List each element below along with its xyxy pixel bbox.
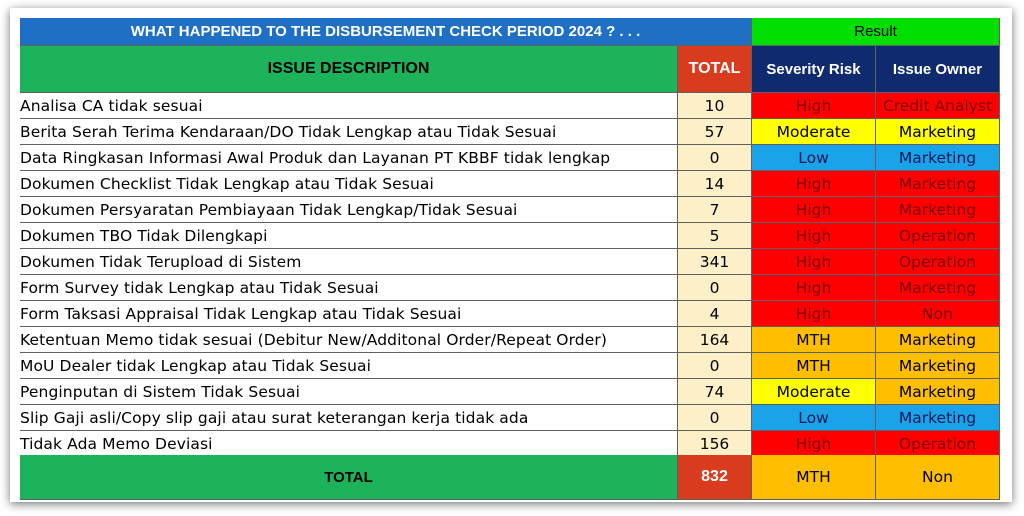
issue-total: 0 [678, 275, 752, 301]
severity-risk: Low [752, 145, 876, 171]
total-row: TOTAL 832 MTH Non [20, 455, 1010, 500]
severity-risk: Moderate [752, 379, 876, 405]
issue-description: Penginputan di Sistem Tidak Sesuai [20, 379, 678, 405]
issue-description: Dokumen Persyaratan Pembiayaan Tidak Len… [20, 197, 678, 223]
issue-description: Form Survey tidak Lengkap atau Tidak Ses… [20, 275, 678, 301]
severity-risk: High [752, 223, 876, 249]
severity-risk: Moderate [752, 119, 876, 145]
severity-risk: MTH [752, 353, 876, 379]
issue-owner: Non [876, 301, 1000, 327]
issue-description-header: ISSUE DESCRIPTION [20, 46, 678, 93]
severity-risk: High [752, 301, 876, 327]
severity-risk: High [752, 93, 876, 119]
issue-description: Slip Gaji asli/Copy slip gaji atau surat… [20, 405, 678, 431]
table-row: Dokumen Tidak Terupload di Sistem 341 High… [20, 249, 1010, 275]
severity-risk: High [752, 197, 876, 223]
total-row-label: TOTAL [20, 455, 678, 500]
issue-owner: Operation [876, 249, 1000, 275]
severity-risk-header: Severity Risk [752, 46, 876, 93]
issue-owner: Marketing [876, 327, 1000, 353]
table-frame: WHAT HAPPENED TO THE DISBURSEMENT CHECK … [10, 8, 1012, 502]
severity-risk: Low [752, 405, 876, 431]
table-row: Berita Serah Terima Kendaraan/DO Tidak L… [20, 119, 1010, 145]
issue-total: 341 [678, 249, 752, 275]
issue-description: Dokumen Checklist Tidak Lengkap atau Tid… [20, 171, 678, 197]
issue-owner: Marketing [876, 171, 1000, 197]
issue-owner: Marketing [876, 275, 1000, 301]
issue-total: 0 [678, 405, 752, 431]
issue-total: 4 [678, 301, 752, 327]
table-row: Form Survey tidak Lengkap atau Tidak Ses… [20, 275, 1010, 301]
issue-owner: Credit Analyst [876, 93, 1000, 119]
issue-total: 10 [678, 93, 752, 119]
table-row: Ketentuan Memo tidak sesuai (Debitur New… [20, 327, 1010, 353]
issue-description: Dokumen TBO Tidak Dilengkapi [20, 223, 678, 249]
table-row: Dokumen TBO Tidak Dilengkapi 5 High Operati… [20, 223, 1010, 249]
table-row: MoU Dealer tidak Lengkap atau Tidak Sesu… [20, 353, 1010, 379]
issue-description: MoU Dealer tidak Lengkap atau Tidak Sesu… [20, 353, 678, 379]
issue-owner: Marketing [876, 145, 1000, 171]
table-row: Data Ringkasan Informasi Awal Produk dan… [20, 145, 1010, 171]
result-header: Result [752, 18, 1000, 46]
severity-risk: High [752, 171, 876, 197]
issue-total: 0 [678, 353, 752, 379]
grand-total-value: 832 [678, 455, 752, 500]
issue-total: 14 [678, 171, 752, 197]
table-row: Dokumen Checklist Tidak Lengkap atau Tid… [20, 171, 1010, 197]
issue-total: 74 [678, 379, 752, 405]
issue-description: Berita Serah Terima Kendaraan/DO Tidak L… [20, 119, 678, 145]
severity-risk: MTH [752, 327, 876, 353]
table-row: Form Taksasi Appraisal Tidak Lengkap ata… [20, 301, 1010, 327]
issue-description: Data Ringkasan Informasi Awal Produk dan… [20, 145, 678, 171]
table-row: Slip Gaji asli/Copy slip gaji atau surat… [20, 405, 1010, 431]
issue-total: 156 [678, 431, 752, 457]
total-header: TOTAL [678, 46, 752, 93]
issue-owner: Marketing [876, 197, 1000, 223]
severity-risk: High [752, 275, 876, 301]
disbursement-issue-table: WHAT HAPPENED TO THE DISBURSEMENT CHECK … [20, 18, 1010, 500]
table-row: Penginputan di Sistem Tidak Sesuai 74 Mode… [20, 379, 1010, 405]
issue-total: 5 [678, 223, 752, 249]
total-severity: MTH [752, 455, 876, 500]
header-row: ISSUE DESCRIPTION TOTAL Severity Risk Is… [20, 46, 1010, 93]
issue-owner: Operation [876, 431, 1000, 457]
issue-owner-header: Issue Owner [876, 46, 1000, 93]
issue-total: 0 [678, 145, 752, 171]
issue-owner: Marketing [876, 353, 1000, 379]
issue-total: 164 [678, 327, 752, 353]
severity-risk: High [752, 431, 876, 457]
issue-total: 57 [678, 119, 752, 145]
issue-total: 7 [678, 197, 752, 223]
issue-owner: Marketing [876, 405, 1000, 431]
issue-owner: Marketing [876, 379, 1000, 405]
table-row: Analisa CA tidak sesuai 10 High Credit Anal… [20, 93, 1010, 119]
issue-description: Analisa CA tidak sesuai [20, 93, 678, 119]
issue-description: Ketentuan Memo tidak sesuai (Debitur New… [20, 327, 678, 353]
total-owner: Non [876, 455, 1000, 500]
issue-description: Form Taksasi Appraisal Tidak Lengkap ata… [20, 301, 678, 327]
issue-description: Tidak Ada Memo Deviasi [20, 431, 678, 457]
issue-owner: Marketing [876, 119, 1000, 145]
table-title: WHAT HAPPENED TO THE DISBURSEMENT CHECK … [20, 18, 752, 46]
issue-description: Dokumen Tidak Terupload di Sistem [20, 249, 678, 275]
issue-owner: Operation [876, 223, 1000, 249]
severity-risk: High [752, 249, 876, 275]
title-row: WHAT HAPPENED TO THE DISBURSEMENT CHECK … [20, 18, 1010, 46]
table-row: Tidak Ada Memo Deviasi 156 High Operation [20, 431, 1010, 457]
table-row: Dokumen Persyaratan Pembiayaan Tidak Len… [20, 197, 1010, 223]
